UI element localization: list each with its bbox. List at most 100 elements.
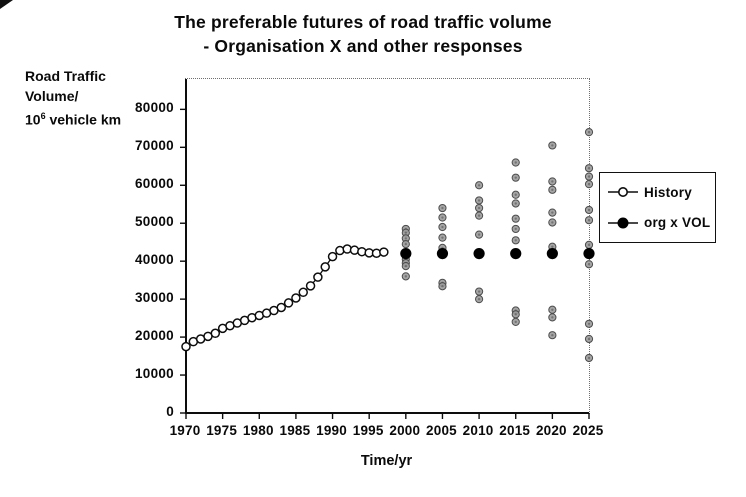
x-tick-label: 2010 <box>462 423 494 438</box>
legend-item-org-x-vol: org x VOL <box>607 215 715 230</box>
response-point-core <box>587 356 591 360</box>
response-point-core <box>551 144 554 147</box>
y-tick-label: 60000 <box>134 176 174 192</box>
response-point-core <box>514 202 517 205</box>
response-point-core <box>587 130 591 134</box>
response-point-core <box>587 322 591 326</box>
y-axis-title-line1: Road Traffic <box>25 68 106 84</box>
legend-org-marker-icon <box>608 217 638 229</box>
response-point-core <box>514 227 517 231</box>
history-point <box>327 251 338 262</box>
response-point-core <box>551 333 554 337</box>
response-point-core <box>477 206 481 210</box>
y-axis-title-line3: 106 vehicle km <box>25 111 122 128</box>
org-x-vol-point <box>473 247 485 260</box>
response-point-core <box>514 217 517 220</box>
y-tick-label: 10000 <box>134 366 174 382</box>
history-point <box>379 247 389 257</box>
response-point-core <box>587 208 591 212</box>
response-point-core <box>587 182 591 186</box>
response-point-core <box>514 320 517 324</box>
response-point-core <box>514 176 517 179</box>
history-point <box>276 302 287 313</box>
response-point-core <box>441 225 444 229</box>
history-point <box>291 293 301 303</box>
response-point-core <box>514 313 517 316</box>
response-point-core <box>441 216 444 219</box>
org-x-vol-point <box>400 247 412 260</box>
response-point-core <box>477 233 481 236</box>
y-axis-title-line2: Volume/ <box>25 88 79 104</box>
response-point-core <box>587 337 591 341</box>
history-point <box>283 298 294 308</box>
response-point-core <box>441 206 444 210</box>
x-tick-label: 2005 <box>426 423 457 438</box>
response-point-core <box>514 193 517 196</box>
chart-title-line1: The preferable futures of road traffic v… <box>174 12 552 32</box>
y-tick-label: 30000 <box>134 290 174 306</box>
y-axis-title: Road Traffic Volume/ 106 vehicle km <box>25 66 121 130</box>
history-point <box>298 287 308 298</box>
response-point-core <box>551 188 554 192</box>
org-x-vol-point <box>436 247 449 260</box>
chart-title-line2: - Organisation X and other responses <box>203 36 523 56</box>
org-x-vol-point <box>510 247 522 260</box>
y-tick-label: 80000 <box>134 100 174 116</box>
response-point-core <box>404 231 408 234</box>
legend-item-history: History <box>607 185 715 200</box>
response-point-core <box>587 166 591 170</box>
legend: History org x VOL <box>599 172 716 243</box>
x-tick-label: 1985 <box>279 423 311 438</box>
response-point-core <box>551 221 554 224</box>
response-point-core <box>551 308 554 311</box>
response-point-core <box>404 275 408 278</box>
response-point-core <box>551 180 554 183</box>
x-tick-label: 1995 <box>352 423 384 438</box>
y-tick-label: 40000 <box>134 252 174 268</box>
response-point-core <box>404 264 408 268</box>
x-tick-label: 2015 <box>499 423 531 438</box>
response-point-core <box>441 285 444 288</box>
response-point-core <box>551 245 554 248</box>
x-tick-label: 2020 <box>535 423 567 438</box>
history-point <box>210 328 221 339</box>
response-point-core <box>551 211 554 214</box>
chart-title: The preferable futures of road traffic v… <box>0 10 726 58</box>
response-point-core <box>587 263 591 266</box>
response-point-core <box>404 237 408 240</box>
response-point-core <box>551 316 554 319</box>
org-x-vol-point <box>546 247 558 260</box>
response-point-core <box>441 236 444 239</box>
response-point-core <box>404 242 408 246</box>
x-tick-label: 1990 <box>316 423 347 438</box>
history-point <box>181 341 191 352</box>
legend-org-label: org x VOL <box>644 215 711 231</box>
history-point <box>320 262 330 272</box>
x-tick-label: 2025 <box>572 423 604 438</box>
x-tick-label: 1970 <box>169 423 201 438</box>
response-point-core <box>477 199 481 202</box>
y-tick-label: 50000 <box>134 214 174 230</box>
y-tick-label: 0 <box>166 404 174 419</box>
y-tick-label: 70000 <box>134 138 174 154</box>
response-point-core <box>477 297 481 301</box>
response-point-core <box>514 239 517 242</box>
x-tick-label: 1975 <box>206 423 238 438</box>
response-point-core <box>477 214 481 217</box>
response-point-core <box>587 218 591 222</box>
x-axis-title: Time/yr <box>360 453 413 469</box>
response-point-core <box>587 243 591 247</box>
response-point-core <box>514 161 517 164</box>
x-tick-label: 2000 <box>389 423 421 438</box>
history-point <box>313 272 323 282</box>
response-point-core <box>587 175 591 178</box>
plot-area <box>180 78 595 419</box>
legend-history-label: History <box>644 184 692 200</box>
scan-artifact <box>0 0 13 9</box>
plot-canvas <box>180 79 595 419</box>
response-point-core <box>477 290 481 293</box>
legend-history-marker-icon <box>608 187 638 198</box>
y-tick-label: 20000 <box>134 328 174 344</box>
history-point <box>305 281 316 291</box>
x-tick-label: 1980 <box>242 423 274 438</box>
